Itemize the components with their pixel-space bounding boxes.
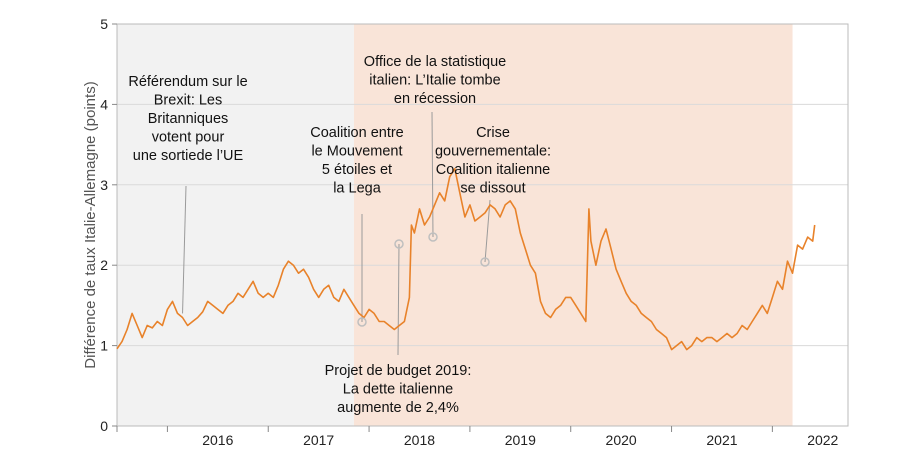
x-tick-label: 2022 [807, 432, 838, 448]
annotation-line: italien: L’Italie tombe [369, 73, 500, 89]
annotation-line: Projet de budget 2019: [325, 363, 472, 379]
annotation-line: votent pour [152, 130, 225, 146]
annotation-leader [431, 111, 434, 238]
y-tick-label: 0 [100, 418, 108, 434]
y-tick-label: 2 [100, 257, 108, 273]
x-tick-label: 2017 [303, 432, 334, 448]
y-axis: 0 1 2 3 4 5 [100, 16, 117, 434]
event-marker [357, 317, 367, 327]
annotation-line: Crise [476, 125, 510, 141]
x-tick-label: 2021 [706, 432, 737, 448]
x-tick-label: 2016 [202, 432, 233, 448]
annotation-line: se dissout [460, 181, 525, 197]
plot-frame [116, 23, 849, 427]
y-axis-label: Différence de taux Italie-Allemagne (poi… [82, 81, 99, 368]
annotation-line: gouvernementale: [435, 144, 551, 160]
shaded-region-pre-2018 [117, 24, 354, 426]
annotation-text: Crise gouvernementale: Coalition italienne… [435, 125, 551, 197]
annotation-line: en récession [394, 91, 476, 107]
annotation-line: 5 étoiles et [322, 162, 392, 178]
x-tick-label: 2020 [606, 432, 637, 448]
annotation-line: Britanniques [148, 111, 229, 127]
y-tick-label: 4 [100, 96, 108, 112]
annotations: Référendum sur le Brexit: Les Britanniques… [128, 54, 551, 416]
annotation-text: Office de la statistique italien: L’Itali… [364, 54, 506, 107]
annotation-leaders [182, 111, 491, 356]
annotation-line: Office de la statistique [364, 54, 506, 70]
event-marker [428, 232, 438, 242]
y-tick-label: 3 [100, 177, 108, 193]
event-markers [357, 232, 490, 327]
annotation-leader [397, 243, 400, 356]
annotation-line: une sortiede l’UE [133, 148, 244, 164]
annotation-text: Référendum sur le Brexit: Les Britanniques… [128, 74, 247, 164]
annotation-line: Brexit: Les [154, 93, 223, 109]
x-tick-label: 2018 [404, 432, 435, 448]
series-line-spread [116, 167, 816, 351]
x-tick-label: 2019 [505, 432, 536, 448]
annotation-line: Coalition entre [310, 125, 404, 141]
annotation-line: la Lega [333, 181, 382, 197]
annotation-leader [182, 185, 187, 314]
annotation-leader [484, 199, 491, 263]
annotation-line: augmente de 2,4% [337, 400, 459, 416]
shaded-region-2018-2022 [353, 24, 793, 426]
annotation-text: Projet de budget 2019: La dette italienne… [325, 363, 472, 416]
event-marker [394, 239, 404, 249]
y-tick-label: 1 [100, 338, 108, 354]
annotation-text: Coalition entre le Mouvement 5 étoiles et l… [310, 125, 404, 197]
y-tick-label: 5 [100, 16, 108, 32]
x-axis: 2016 2017 2018 2019 2020 2021 2022 [116, 426, 839, 448]
annotation-line: Coalition italienne [436, 162, 550, 178]
plot-background [117, 24, 793, 426]
annotation-line: La dette italienne [343, 382, 453, 398]
annotation-line: le Mouvement [311, 144, 402, 160]
event-marker [480, 257, 490, 267]
annotation-line: Référendum sur le [128, 74, 247, 90]
